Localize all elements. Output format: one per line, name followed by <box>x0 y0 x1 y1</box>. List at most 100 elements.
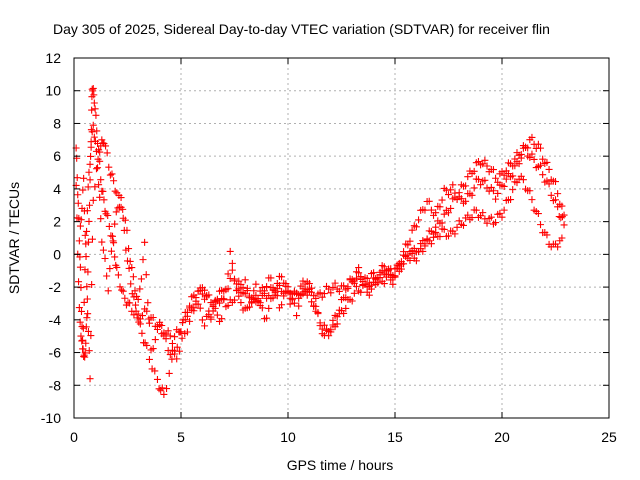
data-point <box>530 155 538 163</box>
data-point <box>479 209 487 217</box>
data-point <box>75 278 83 286</box>
data-point <box>537 144 545 152</box>
data-point <box>254 295 262 303</box>
data-point <box>89 84 97 92</box>
data-point <box>344 284 352 292</box>
data-point <box>74 199 82 207</box>
x-tick-label: 15 <box>387 429 403 445</box>
data-point <box>104 212 112 220</box>
data-point <box>106 265 114 273</box>
data-point <box>498 168 506 176</box>
data-point <box>207 313 215 321</box>
data-point <box>459 221 467 229</box>
data-point <box>145 319 153 327</box>
data-point <box>528 196 536 204</box>
data-point <box>342 304 350 312</box>
data-point <box>263 283 271 291</box>
data-point <box>552 196 559 204</box>
data-point <box>507 196 515 204</box>
data-point <box>243 284 251 292</box>
data-point <box>77 332 85 340</box>
data-point <box>318 293 326 301</box>
data-point <box>483 219 491 227</box>
data-point <box>73 174 81 182</box>
data-point <box>226 247 234 255</box>
data-point <box>385 265 393 273</box>
data-point <box>464 173 472 181</box>
data-point <box>333 320 341 328</box>
data-point <box>528 150 536 158</box>
data-point <box>406 237 414 245</box>
data-point <box>136 320 144 328</box>
data-point <box>278 273 286 281</box>
data-point <box>560 211 568 219</box>
data-point <box>94 164 102 172</box>
data-point <box>78 337 86 345</box>
data-point <box>113 263 121 271</box>
data-point <box>526 187 534 195</box>
data-point <box>164 327 172 335</box>
data-point <box>121 216 129 224</box>
data-point <box>509 172 517 180</box>
data-point <box>560 221 568 229</box>
data-point <box>367 285 375 293</box>
data-point <box>119 287 127 295</box>
data-point <box>138 312 146 320</box>
y-tick-label: -8 <box>49 377 62 393</box>
data-point <box>260 287 268 295</box>
data-point <box>489 187 497 195</box>
data-point <box>96 148 104 156</box>
data-point <box>239 284 247 292</box>
data-point <box>183 312 191 320</box>
data-point <box>142 271 150 279</box>
data-point <box>554 190 562 198</box>
data-point <box>290 299 298 307</box>
data-point <box>92 165 100 173</box>
data-point <box>511 162 519 170</box>
data-point <box>84 310 92 318</box>
y-tick-label: 0 <box>53 246 61 262</box>
data-point <box>105 163 113 171</box>
data-point <box>94 155 102 163</box>
data-point <box>96 193 104 201</box>
data-point <box>284 288 292 296</box>
data-point <box>103 149 111 157</box>
data-point <box>151 367 159 375</box>
ticks-layer: 0 5 10 15 20 25 -10 -8 -6 -4 -2 0 2 4 6 8 10 12 <box>41 50 617 445</box>
data-point <box>470 184 478 192</box>
data-point <box>464 211 472 219</box>
data-point <box>93 127 101 135</box>
data-point <box>267 274 275 282</box>
data-point <box>500 182 508 190</box>
data-point <box>226 274 234 282</box>
data-point <box>77 216 85 224</box>
data-point <box>153 375 161 383</box>
data-point <box>171 333 179 341</box>
data-point <box>474 175 482 183</box>
data-point <box>312 295 320 303</box>
data-point <box>547 191 555 199</box>
data-point <box>329 283 337 291</box>
data-point <box>308 288 316 296</box>
data-point <box>194 300 202 308</box>
data-point <box>173 343 181 351</box>
data-point <box>492 195 500 203</box>
data-point <box>487 213 495 221</box>
data-point <box>112 208 120 216</box>
data-point <box>412 223 420 231</box>
data-point <box>85 347 93 355</box>
data-point <box>308 298 316 306</box>
data-point <box>235 292 243 300</box>
data-point <box>320 290 328 298</box>
data-point <box>81 231 89 239</box>
data-point <box>419 247 427 255</box>
data-point <box>397 258 405 266</box>
data-point <box>502 175 510 183</box>
data-point <box>165 369 173 377</box>
data-point <box>357 288 365 296</box>
data-point <box>333 313 341 321</box>
data-point <box>143 341 151 349</box>
data-point <box>421 206 429 214</box>
x-tick-label: 20 <box>494 429 510 445</box>
